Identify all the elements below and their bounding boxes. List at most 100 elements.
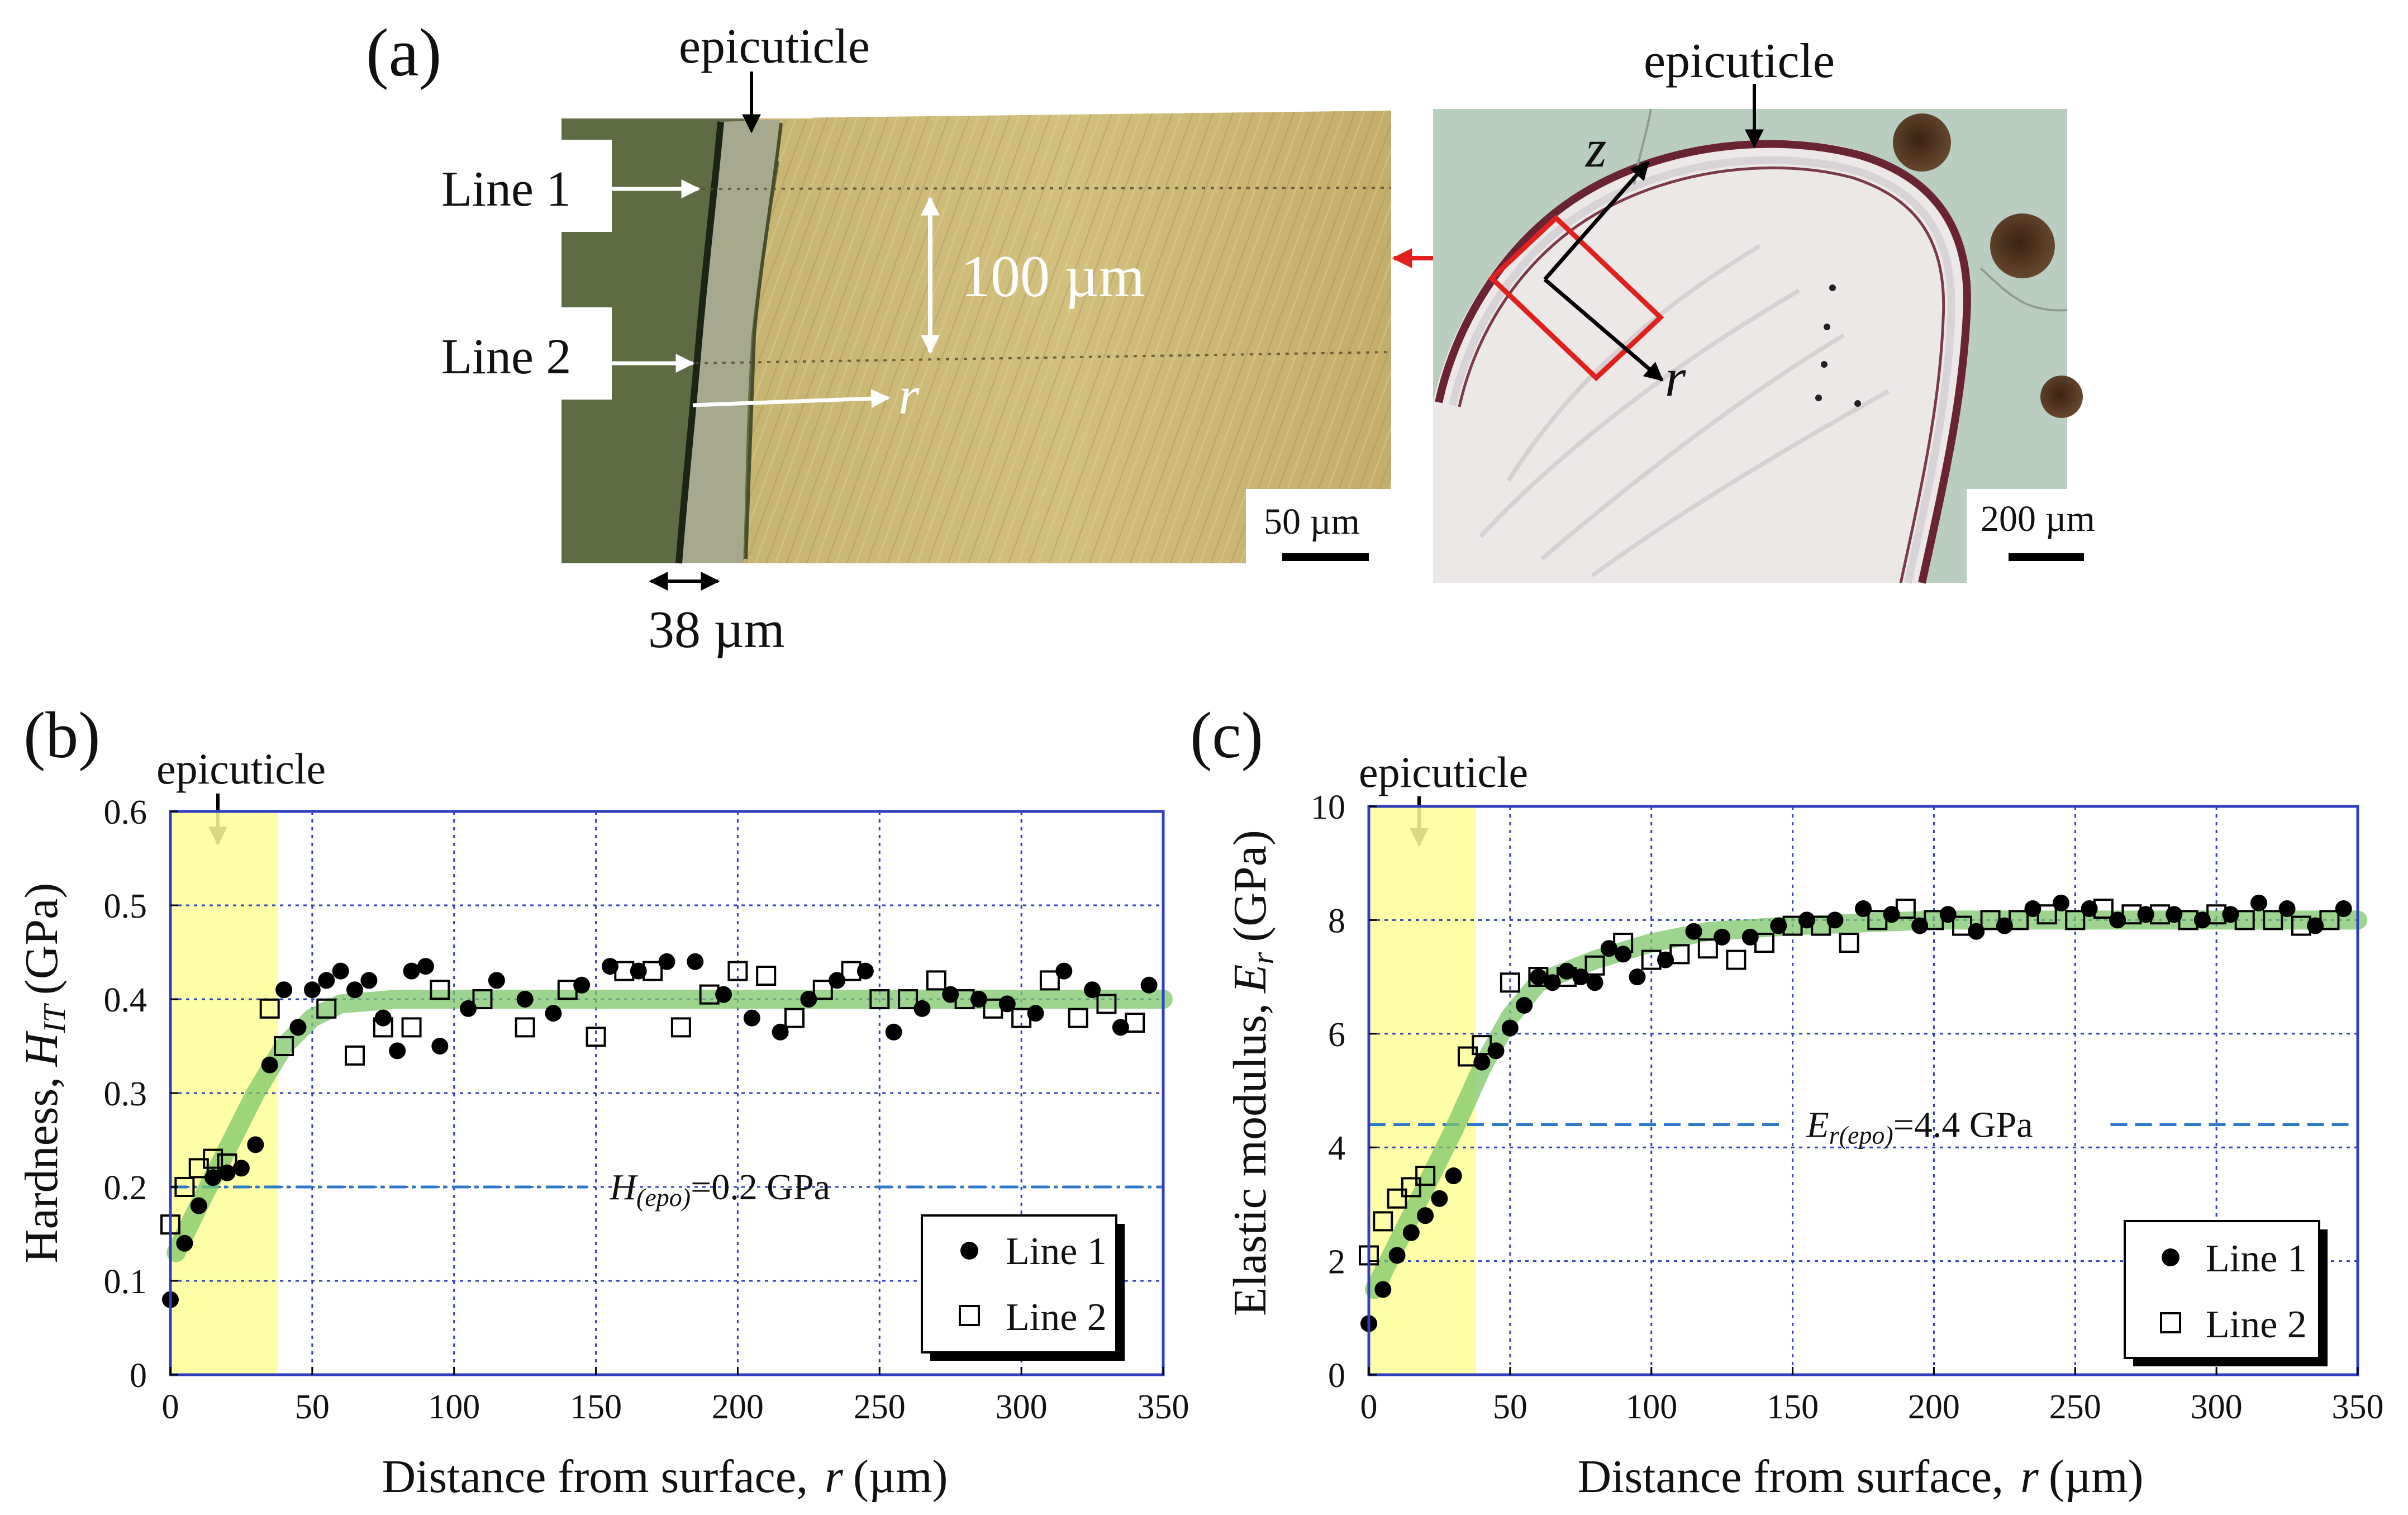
c-point-line2 bbox=[1557, 967, 1577, 987]
chart-b-trend bbox=[166, 990, 1173, 1262]
chart-c-points bbox=[1359, 894, 2352, 1332]
chart-c-legend-box bbox=[2124, 1220, 2320, 1359]
scale-bar-left bbox=[1282, 553, 1369, 561]
b-xtick-label: 250 bbox=[854, 1388, 906, 1426]
b-point-line2 bbox=[373, 1017, 393, 1038]
c-ytick-label: 4 bbox=[1328, 1129, 1345, 1167]
chart-b-ylabel-unit: (GPa) bbox=[16, 883, 68, 995]
chart-b-ylabel-text: Hardness, bbox=[16, 1077, 68, 1264]
c-point-line1 bbox=[1374, 1281, 1392, 1298]
b-point-line1 bbox=[403, 962, 420, 980]
c-point-line2 bbox=[1726, 949, 1746, 970]
c-point-line2 bbox=[1867, 910, 1888, 930]
c-point-line2 bbox=[1458, 1046, 1478, 1067]
b-point-line1 bbox=[743, 1009, 760, 1027]
chart-c-panel-label: (c) bbox=[1190, 699, 1263, 772]
b-point-line1 bbox=[261, 1056, 278, 1074]
panel-a: (a) Line 1 Line 2 epicuticle bbox=[366, 15, 2095, 659]
background-crack-1 bbox=[1979, 267, 2068, 312]
c-ytick-label: 8 bbox=[1328, 902, 1345, 940]
c-ytick-label: 0 bbox=[1328, 1357, 1345, 1395]
chart-c-annotation: epicuticle bbox=[1359, 748, 1528, 796]
b-point-line1 bbox=[545, 1005, 562, 1022]
chart-b-annotation: epicuticle bbox=[156, 744, 326, 793]
c-point-line2 bbox=[1811, 915, 1831, 936]
chart-b-ticks: 0 50 100 150 200 250 300 350 0 0.1 0.2 0.3 0.4 0.5 0.6 bbox=[104, 794, 1189, 1426]
cortex-fibers bbox=[1479, 244, 1890, 578]
chart-b-ylabel: Hardness, HIT (GPa) bbox=[16, 883, 72, 1264]
scale-bar-right bbox=[2009, 553, 2084, 561]
b-point-line1 bbox=[190, 1197, 207, 1214]
b-point-line1 bbox=[332, 962, 349, 980]
chart-c-border bbox=[1367, 805, 2359, 1376]
b-point-line2 bbox=[869, 989, 890, 1009]
b-ytick-label: 0.2 bbox=[104, 1169, 147, 1207]
b-point-line1 bbox=[488, 972, 505, 989]
c-point-line2 bbox=[1754, 933, 1774, 953]
chart-b-ref-main: H bbox=[609, 1167, 638, 1208]
b-ytick-label: 0.4 bbox=[104, 981, 147, 1019]
b-point-line2 bbox=[217, 1153, 237, 1174]
b-point-line2 bbox=[557, 980, 578, 1000]
b-point-line2 bbox=[259, 998, 280, 1019]
b-point-line2 bbox=[756, 966, 777, 986]
c-point-line2 bbox=[1782, 915, 1803, 936]
b-point-line1 bbox=[1140, 976, 1158, 994]
b-point-line2 bbox=[274, 1036, 294, 1056]
b-xtick-label: 50 bbox=[295, 1388, 330, 1426]
hair-cross-section bbox=[1433, 140, 1967, 583]
c-point-line1 bbox=[1685, 923, 1702, 940]
b-xtick-label: 150 bbox=[570, 1388, 622, 1426]
b-xtick-label: 350 bbox=[1138, 1388, 1189, 1426]
b-point-line1 bbox=[417, 958, 434, 975]
c-point-line2 bbox=[1641, 949, 1662, 970]
chart-b-ylabel-var: H bbox=[16, 1030, 68, 1067]
b-point-line2 bbox=[643, 961, 663, 981]
chart-c-legend-marker-line2 bbox=[2160, 1312, 2181, 1333]
red-region-box bbox=[1488, 214, 1664, 382]
b-point-line2 bbox=[1068, 1008, 1088, 1028]
z-label: z bbox=[1584, 118, 1606, 178]
b-point-line2 bbox=[345, 1045, 365, 1066]
b-point-line2 bbox=[1096, 994, 1117, 1014]
b-xtick-label: 300 bbox=[996, 1388, 1048, 1426]
b-point-line1 bbox=[275, 981, 293, 999]
spacing-label: 100 µm bbox=[961, 244, 1145, 309]
right-epicuticle-inner bbox=[1449, 156, 1955, 584]
c-point-line2 bbox=[1415, 1166, 1436, 1186]
chart-b-legend: Line 1 Line 2 bbox=[921, 1214, 1125, 1361]
chart-c-xlabel-unit: (µm) bbox=[2049, 1451, 2144, 1503]
b-point-line2 bbox=[1125, 1013, 1145, 1033]
b-point-line2 bbox=[983, 998, 1003, 1019]
b-point-line2 bbox=[1039, 970, 1060, 991]
c-point-line2 bbox=[1839, 933, 1859, 953]
c-point-line2 bbox=[1373, 1211, 1393, 1232]
chart-c-ylabel: Elastic modulus, Er (GPa) bbox=[1224, 830, 1281, 1316]
c-point-line2 bbox=[2036, 904, 2057, 925]
c-point-line2 bbox=[1472, 1035, 1492, 1056]
b-point-line2 bbox=[670, 1017, 691, 1038]
c-xtick-label: 250 bbox=[2049, 1388, 2101, 1426]
chart-c-ylabel-unit: (GPa) bbox=[1224, 830, 1276, 942]
b-point-line2 bbox=[784, 1008, 805, 1028]
b-point-line1 bbox=[389, 1042, 406, 1060]
chart-c-ref-main: E bbox=[1806, 1105, 1829, 1146]
chart-c-ref-sub: r(epo) bbox=[1829, 1121, 1893, 1150]
c-point-line2 bbox=[2178, 910, 2198, 930]
b-point-line1 bbox=[885, 1023, 902, 1041]
chart-b-xlabel-var: r bbox=[825, 1451, 843, 1503]
scale-bar-panel-right-wide bbox=[1969, 489, 2067, 583]
c-point-line2 bbox=[1401, 1177, 1421, 1198]
c-point-line1 bbox=[1530, 968, 1547, 986]
chart-c-ticks: 0 50 100 150 200 250 300 350 0 2 4 6 8 10 bbox=[1311, 789, 2384, 1426]
c-xtick-label: 300 bbox=[2191, 1388, 2243, 1426]
chart-c-xlabel-var: r bbox=[2020, 1451, 2039, 1503]
c-point-line2 bbox=[1924, 910, 1944, 930]
b-point-line2 bbox=[401, 1017, 422, 1038]
epicuticle-label-right: epicuticle bbox=[1644, 34, 1835, 88]
c-point-line2 bbox=[1584, 955, 1605, 976]
b-point-line1 bbox=[176, 1234, 193, 1252]
b-point-line1 bbox=[516, 991, 534, 1008]
epicuticle-edge bbox=[675, 121, 724, 564]
c-point-line2 bbox=[1697, 938, 1718, 959]
